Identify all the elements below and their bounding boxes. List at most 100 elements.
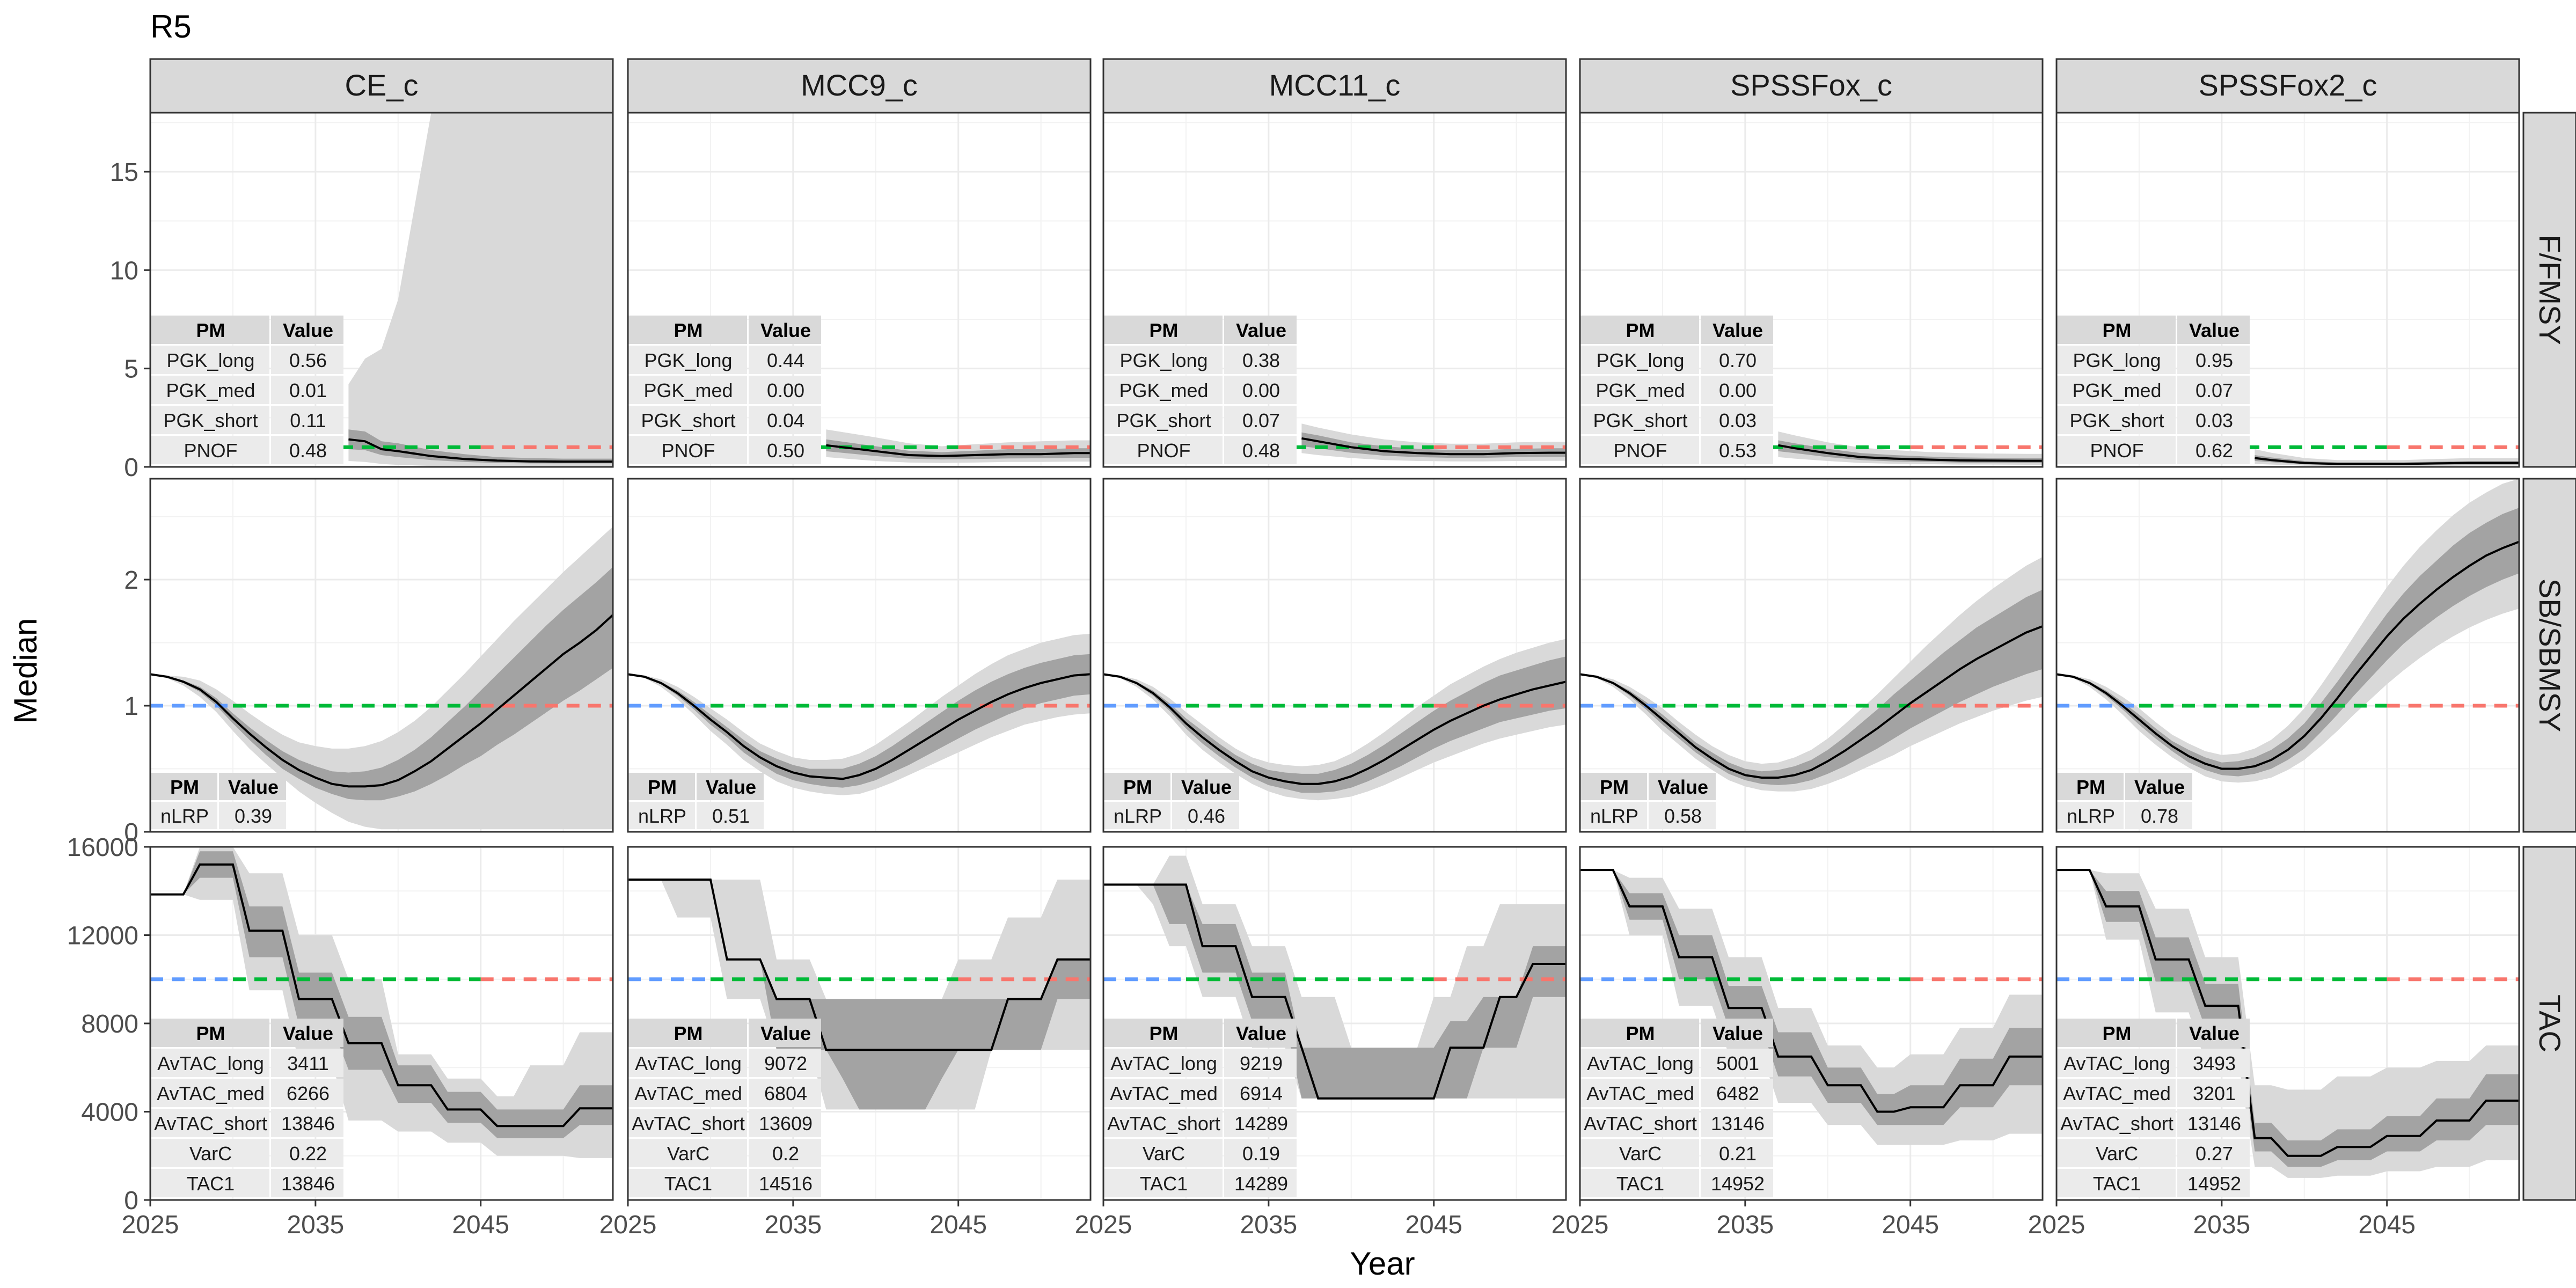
pm-table-header-cell (1224, 316, 1297, 344)
pm-table-value: 0.62 (2196, 440, 2233, 462)
pm-table-metric: AvTAC_long (1110, 1052, 1217, 1074)
row-strip-label: SB/SBMSY (2533, 579, 2567, 732)
panel-spssfox2-c-tac: PM Value AvTAC_long 3493 AvTAC_med 3201 AvTAC_… (2055, 846, 2520, 1201)
panel-spssfox-c-sb-sbmsy: PM Value nLRP 0.58 (1579, 478, 2044, 833)
column-strip-mcc9-c (627, 58, 1092, 114)
pm-table-metric: nLRP (638, 805, 686, 827)
pm-table-value: 9219 (1240, 1052, 1283, 1074)
pm-table-metric: AvTAC_med (1586, 1082, 1694, 1104)
panel-mcc9-c-tac: PM Value AvTAC_long 9072 AvTAC_med 6804 AvTAC_… (627, 846, 1092, 1201)
pm-table-value: 0.48 (1242, 440, 1280, 462)
pm-table-header-text: Value (1181, 776, 1232, 798)
pm-table-value: 14952 (1711, 1173, 1765, 1195)
panel-ce-c-sb-sbmsy: PM Value nLRP 0.39 (149, 478, 614, 833)
pm-table-value: 0.58 (1664, 805, 1702, 827)
pm-table-value: 0.51 (712, 805, 750, 827)
inner-quantile-band (1103, 656, 1566, 793)
pm-table-header-text: Value (1658, 776, 1708, 798)
pm-table-metric: PGK_med (2072, 379, 2161, 401)
pm-table-metric: PGK_short (641, 409, 735, 431)
pm-table-metric: AvTAC_med (1110, 1082, 1218, 1104)
pm-table-cell (1580, 1139, 1699, 1167)
pm-table-metric: PGK_med (166, 379, 255, 401)
y-tick-label: 15 (110, 158, 138, 187)
pm-table-header-text: PM (1123, 776, 1152, 798)
column-strip-label: SPSSFox2_c (2198, 68, 2377, 102)
pm-table-cell (628, 1109, 747, 1137)
pm-table-cell (2177, 436, 2250, 464)
pm-table-cell (1172, 802, 1239, 829)
pm-table-header-cell (1701, 316, 1773, 344)
pm-table-header-cell (1649, 773, 1716, 800)
pm-table-header-text: Value (1236, 319, 1286, 341)
pm-table-header-cell (1580, 316, 1699, 344)
pm-table-value: 9072 (764, 1052, 807, 1074)
pm-table-header-cell (628, 1019, 747, 1047)
panel-border (1579, 112, 2044, 468)
pm-table: PM Value PGK_long 0.56 PGK_med 0.01 PGK_short 0… (150, 316, 343, 464)
pm-table-header-cell (1224, 1019, 1297, 1047)
pm-table-cell (749, 1049, 821, 1077)
panel-border (627, 846, 1092, 1201)
pm-table-cell (1224, 346, 1297, 374)
pm-table-metric: PNOF (1137, 440, 1190, 462)
inner-quantile-band (2057, 870, 2519, 1167)
pm-table-cell (1224, 436, 1297, 464)
pm-table-header-cell (1103, 316, 1223, 344)
x-tick-label: 2045 (930, 1211, 987, 1239)
pm-table-cell (628, 436, 747, 464)
pm-table-value: 0.22 (289, 1143, 327, 1165)
pm-table-cell (749, 1109, 821, 1137)
inner-quantile-band (1103, 884, 1566, 1099)
pm-table-value: 0.48 (289, 440, 327, 462)
x-tick-label: 2025 (1552, 1211, 1609, 1239)
panel-spssfox2-c-sb-sbmsy: PM Value nLRP 0.78 (2055, 478, 2520, 833)
pm-table-header-text: Value (1713, 1022, 1763, 1044)
pm-table-cell (628, 346, 747, 374)
panel-ce-c-tac: PM Value AvTAC_long 3411 AvTAC_med 6266 AvTAC_… (149, 846, 614, 1201)
pm-table-cell (1701, 1109, 1773, 1137)
pm-table-metric: PNOF (1613, 440, 1667, 462)
outer-quantile-band (1580, 557, 2043, 792)
x-axis-title: Year (1350, 1246, 1415, 1282)
pm-table-value: 0.50 (767, 440, 804, 462)
panel-plot-area (2057, 445, 2519, 466)
pm-table-value: 14516 (759, 1173, 813, 1195)
pm-table-cell (749, 406, 821, 434)
pm-table-cell (1580, 802, 1647, 829)
row-strip-sb-sbmsy (2522, 478, 2576, 833)
pm-table-value: 0.38 (1242, 349, 1280, 371)
x-tick-label: 2025 (1075, 1211, 1132, 1239)
x-tick-label: 2025 (122, 1211, 179, 1239)
pm-table-metric: AvTAC_long (1587, 1052, 1694, 1074)
pm-table-value: 0.03 (2196, 409, 2233, 431)
pm-table-metric: PGK_long (1596, 349, 1684, 371)
pm-table-cell (219, 802, 286, 829)
panel-plot-area (2057, 869, 2519, 1178)
pm-table-cell (2057, 802, 2124, 829)
pm-table-metric: TAC1 (2093, 1173, 2141, 1195)
pm-table-value: 0.00 (1242, 379, 1280, 401)
panel-border (1102, 846, 1567, 1201)
panel-plot-area (2057, 479, 2519, 783)
pm-table-value: 0.27 (2196, 1143, 2233, 1165)
pm-table-header-text: Value (2134, 776, 2185, 798)
y-tick-label: 5 (124, 355, 138, 384)
pm-table-header-cell (2177, 316, 2250, 344)
panel-ce-c-f-fmsy: PM Value PGK_long 0.56 PGK_med 0.01 PGK_short 0… (149, 112, 614, 468)
pm-table-metric: nLRP (1590, 805, 1638, 827)
outer-quantile-band (2057, 479, 2519, 783)
pm-table-cell (1701, 1049, 1773, 1077)
x-tick-label: 2035 (1716, 1211, 1774, 1239)
panel-plot-area (1103, 855, 1566, 1100)
inner-quantile-band (1580, 589, 2043, 785)
x-tick-label: 2045 (1882, 1211, 1939, 1239)
pm-table-cell (150, 1079, 269, 1107)
pm-table-metric: PGK_med (1119, 379, 1208, 401)
pm-table-value: 0.21 (1719, 1143, 1757, 1165)
pm-table-cell (628, 376, 747, 404)
pm-table-cell (2125, 802, 2192, 829)
panel-border (149, 846, 614, 1201)
pm-table-cell (271, 1079, 343, 1107)
pm-table-cell (271, 376, 343, 404)
